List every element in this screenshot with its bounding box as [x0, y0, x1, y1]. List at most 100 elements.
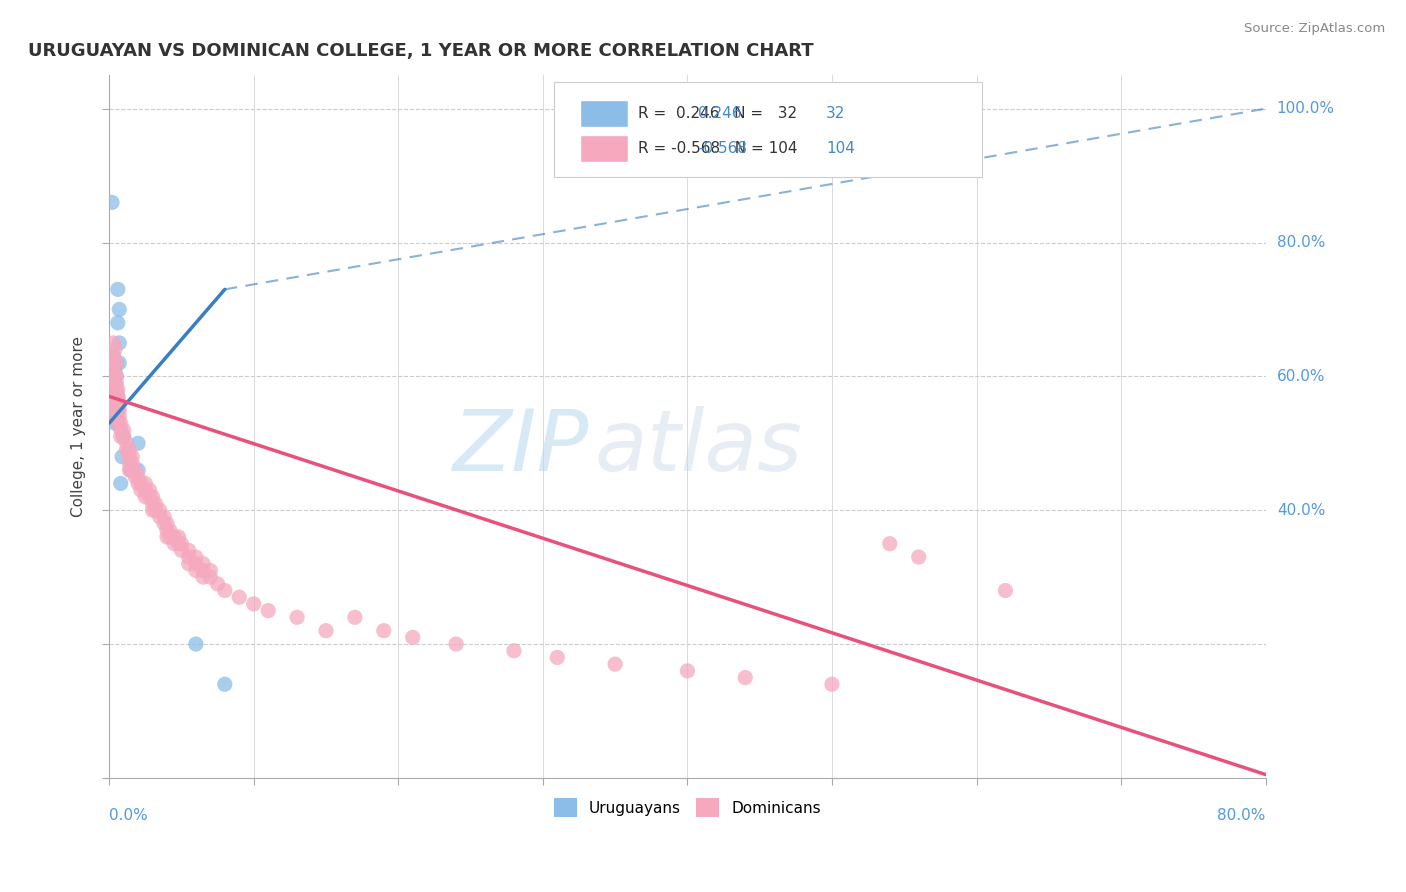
Point [546, 650, 568, 665]
Point [104, 376, 127, 390]
Point [104, 389, 127, 403]
Text: 40.0%: 40.0% [1277, 503, 1324, 517]
Point [103, 389, 125, 403]
Point [107, 383, 129, 397]
Point [124, 463, 146, 477]
Point [343, 610, 366, 624]
Point [167, 530, 190, 544]
Text: 0.246: 0.246 [697, 105, 741, 120]
Point [103, 409, 125, 424]
Point [149, 510, 172, 524]
Point [104, 389, 127, 403]
Text: ZIP: ZIP [453, 406, 589, 489]
Point [103, 349, 125, 363]
Point [103, 396, 125, 410]
Point [177, 557, 200, 571]
Point [110, 423, 132, 437]
Point [153, 516, 176, 531]
Point [105, 376, 128, 390]
Point [107, 416, 129, 430]
Point [156, 530, 179, 544]
Text: 100.0%: 100.0% [1277, 101, 1334, 116]
Point [104, 343, 127, 357]
Point [107, 282, 129, 296]
Legend: Uruguayans, Dominicans: Uruguayans, Dominicans [548, 792, 827, 823]
Point [105, 356, 128, 370]
Point [115, 442, 138, 457]
Point [104, 396, 127, 410]
FancyBboxPatch shape [579, 100, 628, 127]
Point [156, 524, 179, 538]
Point [170, 537, 193, 551]
Point [108, 335, 131, 350]
FancyBboxPatch shape [554, 82, 983, 178]
Point [127, 436, 149, 450]
Point [129, 476, 152, 491]
Point [184, 550, 207, 565]
Point [603, 657, 626, 672]
Point [141, 490, 163, 504]
Point [134, 483, 156, 497]
Point [112, 423, 135, 437]
Point [200, 570, 222, 584]
Point [110, 476, 132, 491]
Point [103, 376, 125, 390]
Point [214, 677, 236, 691]
Point [107, 389, 129, 403]
Point [159, 524, 181, 538]
Point [105, 356, 128, 370]
Point [879, 537, 901, 551]
Point [145, 503, 167, 517]
Point [214, 583, 236, 598]
Point [402, 631, 425, 645]
Point [103, 389, 125, 403]
Point [107, 402, 129, 417]
Point [121, 456, 143, 470]
Point [141, 503, 163, 517]
Point [105, 369, 128, 384]
Point [127, 463, 149, 477]
Point [134, 490, 156, 504]
Point [120, 463, 142, 477]
Point [734, 671, 756, 685]
Point [110, 416, 132, 430]
Point [153, 510, 176, 524]
Text: 80.0%: 80.0% [1277, 235, 1324, 250]
Point [444, 637, 467, 651]
Point [141, 496, 163, 510]
Point [167, 537, 190, 551]
Point [285, 610, 308, 624]
Point [191, 557, 214, 571]
Point [907, 550, 929, 565]
Text: 0.0%: 0.0% [110, 808, 148, 823]
Point [103, 335, 125, 350]
Point [101, 369, 124, 384]
Point [104, 409, 127, 424]
Point [191, 570, 214, 584]
Point [200, 564, 222, 578]
Point [129, 483, 152, 497]
Point [112, 429, 135, 443]
Point [101, 195, 124, 210]
Point [104, 402, 127, 417]
Point [105, 369, 128, 384]
Point [257, 604, 280, 618]
Point [108, 356, 131, 370]
Text: Source: ZipAtlas.com: Source: ZipAtlas.com [1244, 22, 1385, 36]
Point [207, 577, 229, 591]
Point [103, 349, 125, 363]
Y-axis label: College, 1 year or more: College, 1 year or more [72, 336, 86, 517]
Point [107, 416, 129, 430]
Text: 104: 104 [827, 141, 855, 156]
Text: 60.0%: 60.0% [1277, 369, 1326, 384]
Point [145, 496, 167, 510]
Point [105, 409, 128, 424]
Point [118, 456, 141, 470]
Point [159, 530, 181, 544]
Point [108, 402, 131, 417]
Point [115, 436, 138, 450]
Text: -0.568: -0.568 [697, 141, 747, 156]
Point [315, 624, 337, 638]
Point [107, 402, 129, 417]
Point [107, 316, 129, 330]
